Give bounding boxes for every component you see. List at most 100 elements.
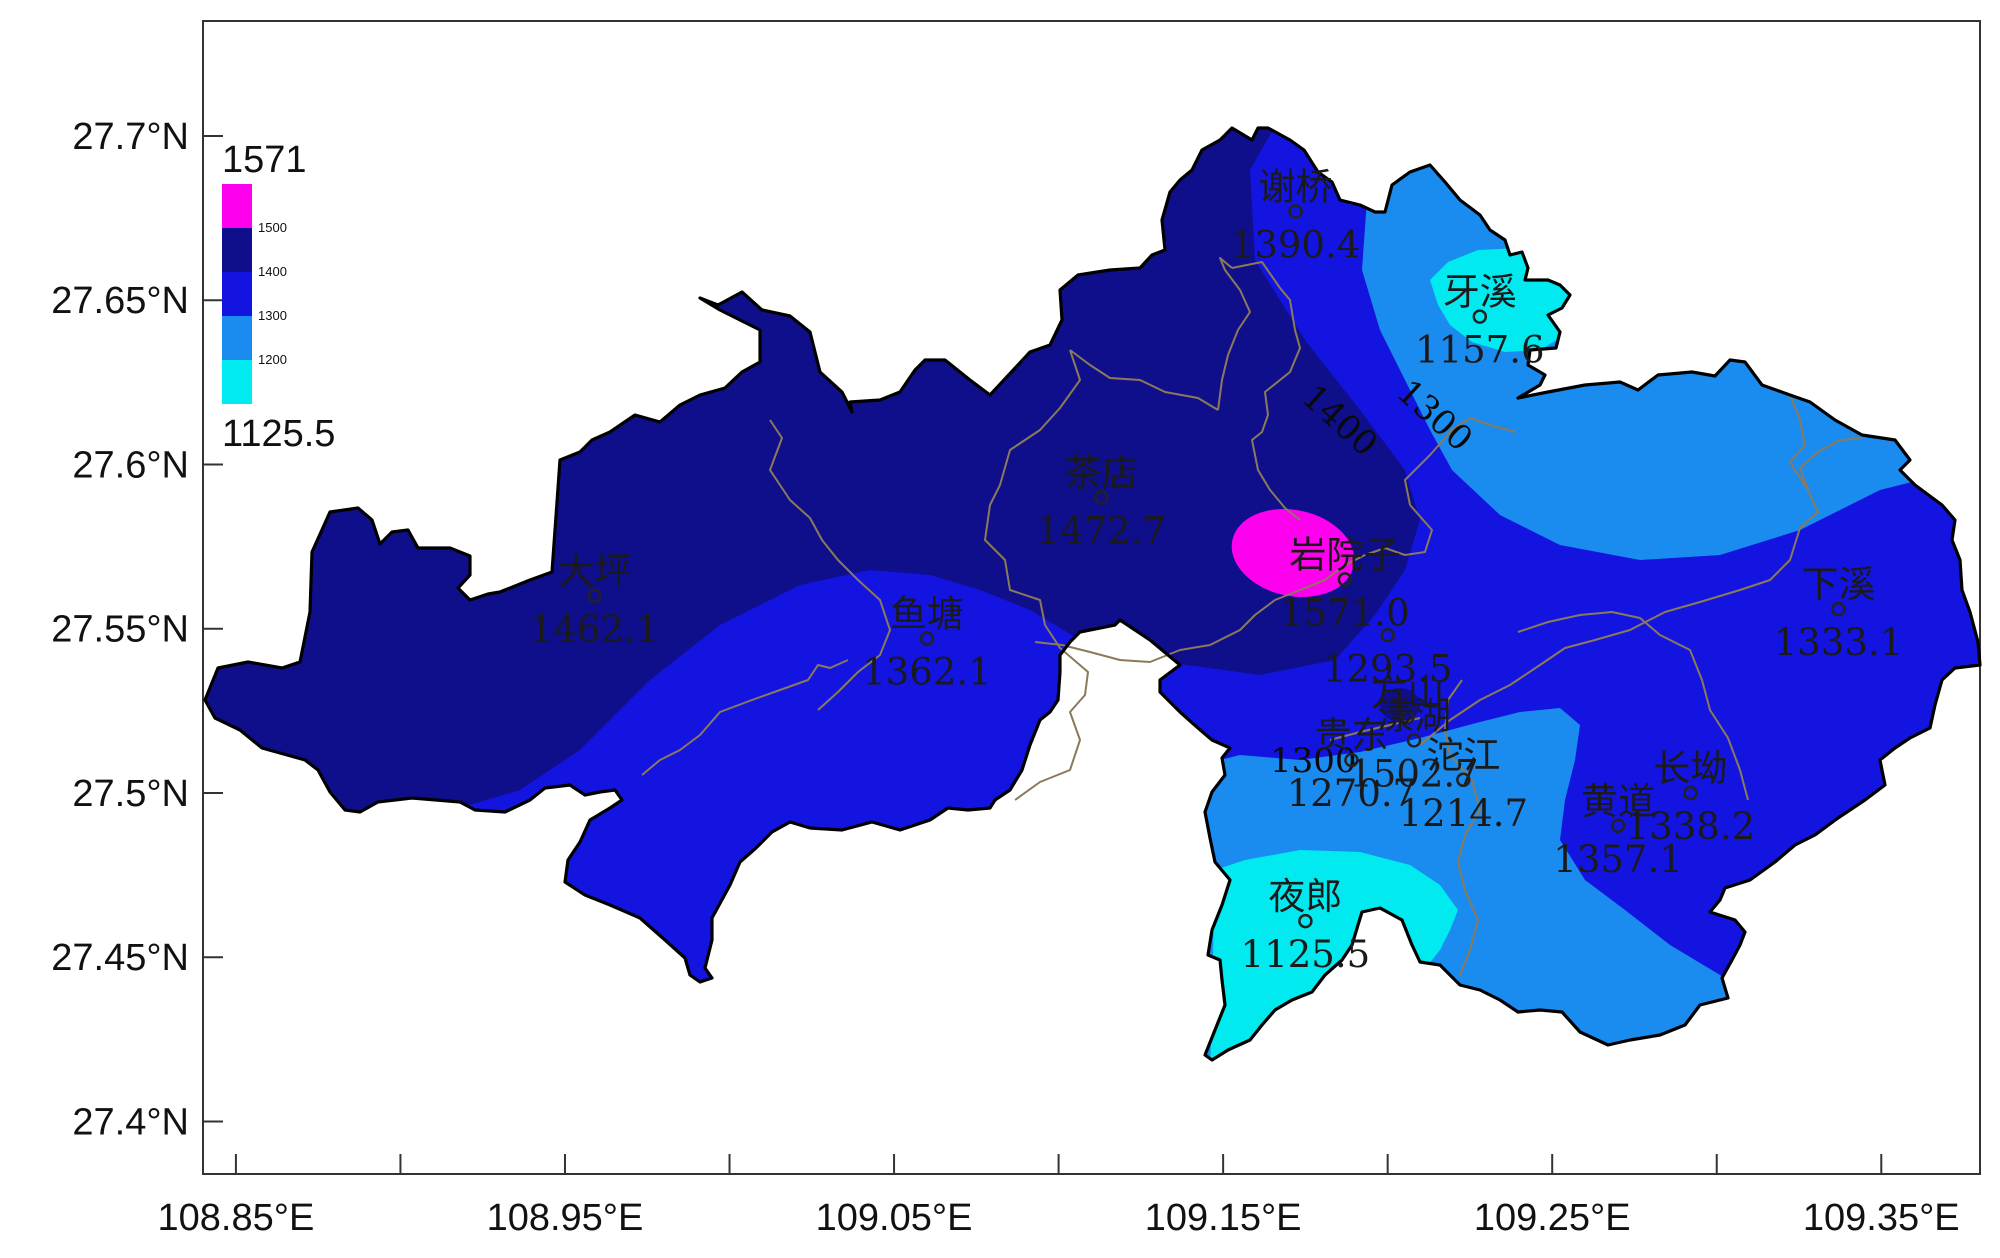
station: 沱江 1214.7 bbox=[1399, 734, 1528, 835]
station-marker bbox=[1400, 710, 1415, 725]
station-name: 鱼塘 bbox=[890, 593, 964, 636]
station-marker bbox=[587, 588, 602, 604]
district-line bbox=[1517, 611, 1749, 801]
station-marker bbox=[1456, 772, 1471, 788]
x-tick-label: 109.15°E bbox=[1145, 1197, 1302, 1239]
y-tick-label: 27.7°N bbox=[72, 116, 189, 158]
station-name: 夜郎 bbox=[1268, 875, 1342, 918]
station: 茶店 1472.7 bbox=[1037, 451, 1166, 552]
station-marker bbox=[1406, 733, 1422, 748]
legend-swatch-gt-1500 bbox=[222, 184, 252, 228]
station-value: 1338.2 bbox=[1626, 805, 1755, 848]
contour-label: 1300 bbox=[1270, 741, 1357, 781]
station-marker bbox=[1337, 572, 1353, 587]
station: 黄道 1357.1 bbox=[1553, 780, 1682, 881]
legend-swatch-1300-1400 bbox=[222, 272, 252, 316]
station-name: 下溪 bbox=[1801, 563, 1875, 606]
station: 1293.5 bbox=[1323, 628, 1452, 690]
station: 牙溪 1157.6 bbox=[1415, 271, 1544, 372]
station: 下溪 1333.1 bbox=[1774, 563, 1903, 664]
legend-level-label: 1200 bbox=[258, 352, 287, 367]
district-boundaries bbox=[641, 257, 1863, 976]
legend-swatch-1400-1500 bbox=[222, 228, 252, 272]
legend-swatch-1200-1300 bbox=[222, 316, 252, 360]
legend-level-label: 1400 bbox=[258, 264, 287, 279]
station-name: 长坳 bbox=[1653, 747, 1727, 790]
station: 大坪 1462.1 bbox=[530, 550, 659, 651]
y-tick-label: 27.6°N bbox=[72, 444, 189, 486]
station-value: 1571.0 bbox=[1280, 591, 1409, 634]
station-value: 1293.5 bbox=[1323, 647, 1452, 690]
station-value: 1214.7 bbox=[1399, 792, 1528, 835]
station-marker bbox=[1683, 785, 1698, 801]
x-tick-label: 108.85°E bbox=[158, 1197, 315, 1239]
legend-min-label: 1125.5 bbox=[222, 413, 335, 455]
district-line bbox=[1404, 417, 1516, 506]
y-tick-label: 27.65°N bbox=[51, 280, 189, 322]
station-marker bbox=[1610, 818, 1626, 834]
station-name: 沱江 bbox=[1426, 734, 1500, 777]
station-name: 谢桥 bbox=[1259, 166, 1333, 209]
station-name: 牙溪 bbox=[1443, 271, 1517, 314]
station-marker bbox=[1831, 601, 1846, 617]
station-value: 1333.1 bbox=[1774, 621, 1903, 664]
station-value: 1157.6 bbox=[1415, 329, 1544, 372]
district-line bbox=[1419, 437, 1863, 746]
station-value: 1270.7 bbox=[1287, 772, 1416, 815]
station-name: 漾湖 bbox=[1377, 694, 1451, 737]
color-legend: 1571 1500 1400 1300 1200 1125.5 bbox=[222, 139, 335, 455]
station-value: 1502.7 bbox=[1349, 752, 1478, 795]
x-tick-label: 109.35°E bbox=[1803, 1197, 1960, 1239]
station-marker bbox=[1472, 309, 1488, 324]
y-tick-label: 27.5°N bbox=[72, 773, 189, 815]
district-line bbox=[1329, 717, 1421, 741]
station-value: 1362.1 bbox=[862, 651, 991, 694]
district-line bbox=[984, 349, 1089, 801]
station-marker bbox=[919, 631, 935, 646]
x-tick-label: 109.05°E bbox=[816, 1197, 973, 1239]
station-name: 大坪 bbox=[558, 550, 632, 593]
station-marker bbox=[1288, 204, 1303, 219]
station: 鱼塘 1362.1 bbox=[862, 593, 991, 694]
x-tick-label: 109.25°E bbox=[1474, 1197, 1631, 1239]
stations-layer: 谢桥 1390.4 牙溪 1157.6 茶店 1472.7 大坪 1462.1 岩院子 1571.… bbox=[530, 166, 1903, 977]
district-line bbox=[641, 659, 849, 776]
y-tick-label: 27.55°N bbox=[51, 609, 189, 651]
station-name: 贵东 bbox=[1314, 714, 1388, 757]
station-marker bbox=[1298, 913, 1313, 929]
station: 谢桥 1390.4 bbox=[1231, 166, 1360, 267]
district-line bbox=[1034, 504, 1433, 663]
county-outline bbox=[203, 126, 1982, 1062]
district-line bbox=[1444, 679, 1481, 976]
station-name: 方山 bbox=[1370, 671, 1444, 714]
station: 夜郎 1125.5 bbox=[1241, 875, 1370, 976]
district-line bbox=[1217, 257, 1251, 411]
station: 贵东 1270.7 bbox=[1287, 714, 1416, 815]
station-marker bbox=[1380, 628, 1395, 643]
legend-max-label: 1571 bbox=[222, 139, 307, 181]
legend-level-label: 1500 bbox=[258, 220, 287, 235]
station-value: 1357.1 bbox=[1553, 838, 1682, 881]
station-value: 1125.5 bbox=[1241, 933, 1370, 976]
x-tick-label: 108.95°E bbox=[487, 1197, 644, 1239]
y-tick-label: 27.45°N bbox=[51, 937, 189, 979]
station-name: 茶店 bbox=[1064, 451, 1138, 494]
legend-level-label: 1300 bbox=[258, 308, 287, 323]
station-name: 岩院子 bbox=[1289, 533, 1400, 576]
station-value: 1390.4 bbox=[1231, 224, 1360, 267]
legend-swatch-lt-1200 bbox=[222, 360, 252, 404]
band-1400-1500-fangshan bbox=[1380, 688, 1420, 722]
station-value: 1462.1 bbox=[530, 608, 659, 651]
station-marker bbox=[1344, 752, 1359, 768]
district-line bbox=[1231, 261, 1301, 521]
y-axis: 27.4°N 27.45°N 27.5°N 27.55°N 27.6°N 27.65°N 2… bbox=[51, 116, 223, 1143]
band-gt-1500-yanyuanzi bbox=[1231, 509, 1355, 597]
station-value: 1472.7 bbox=[1037, 509, 1166, 552]
station: 漾湖 1502.7 bbox=[1349, 694, 1478, 795]
y-tick-label: 27.4°N bbox=[72, 1101, 189, 1143]
district-line bbox=[769, 419, 891, 711]
station: 岩院子 1571.0 bbox=[1280, 533, 1409, 634]
x-axis: 108.85°E 108.95°E 109.05°E 109.15°E 109.25°E… bbox=[158, 1154, 1960, 1239]
